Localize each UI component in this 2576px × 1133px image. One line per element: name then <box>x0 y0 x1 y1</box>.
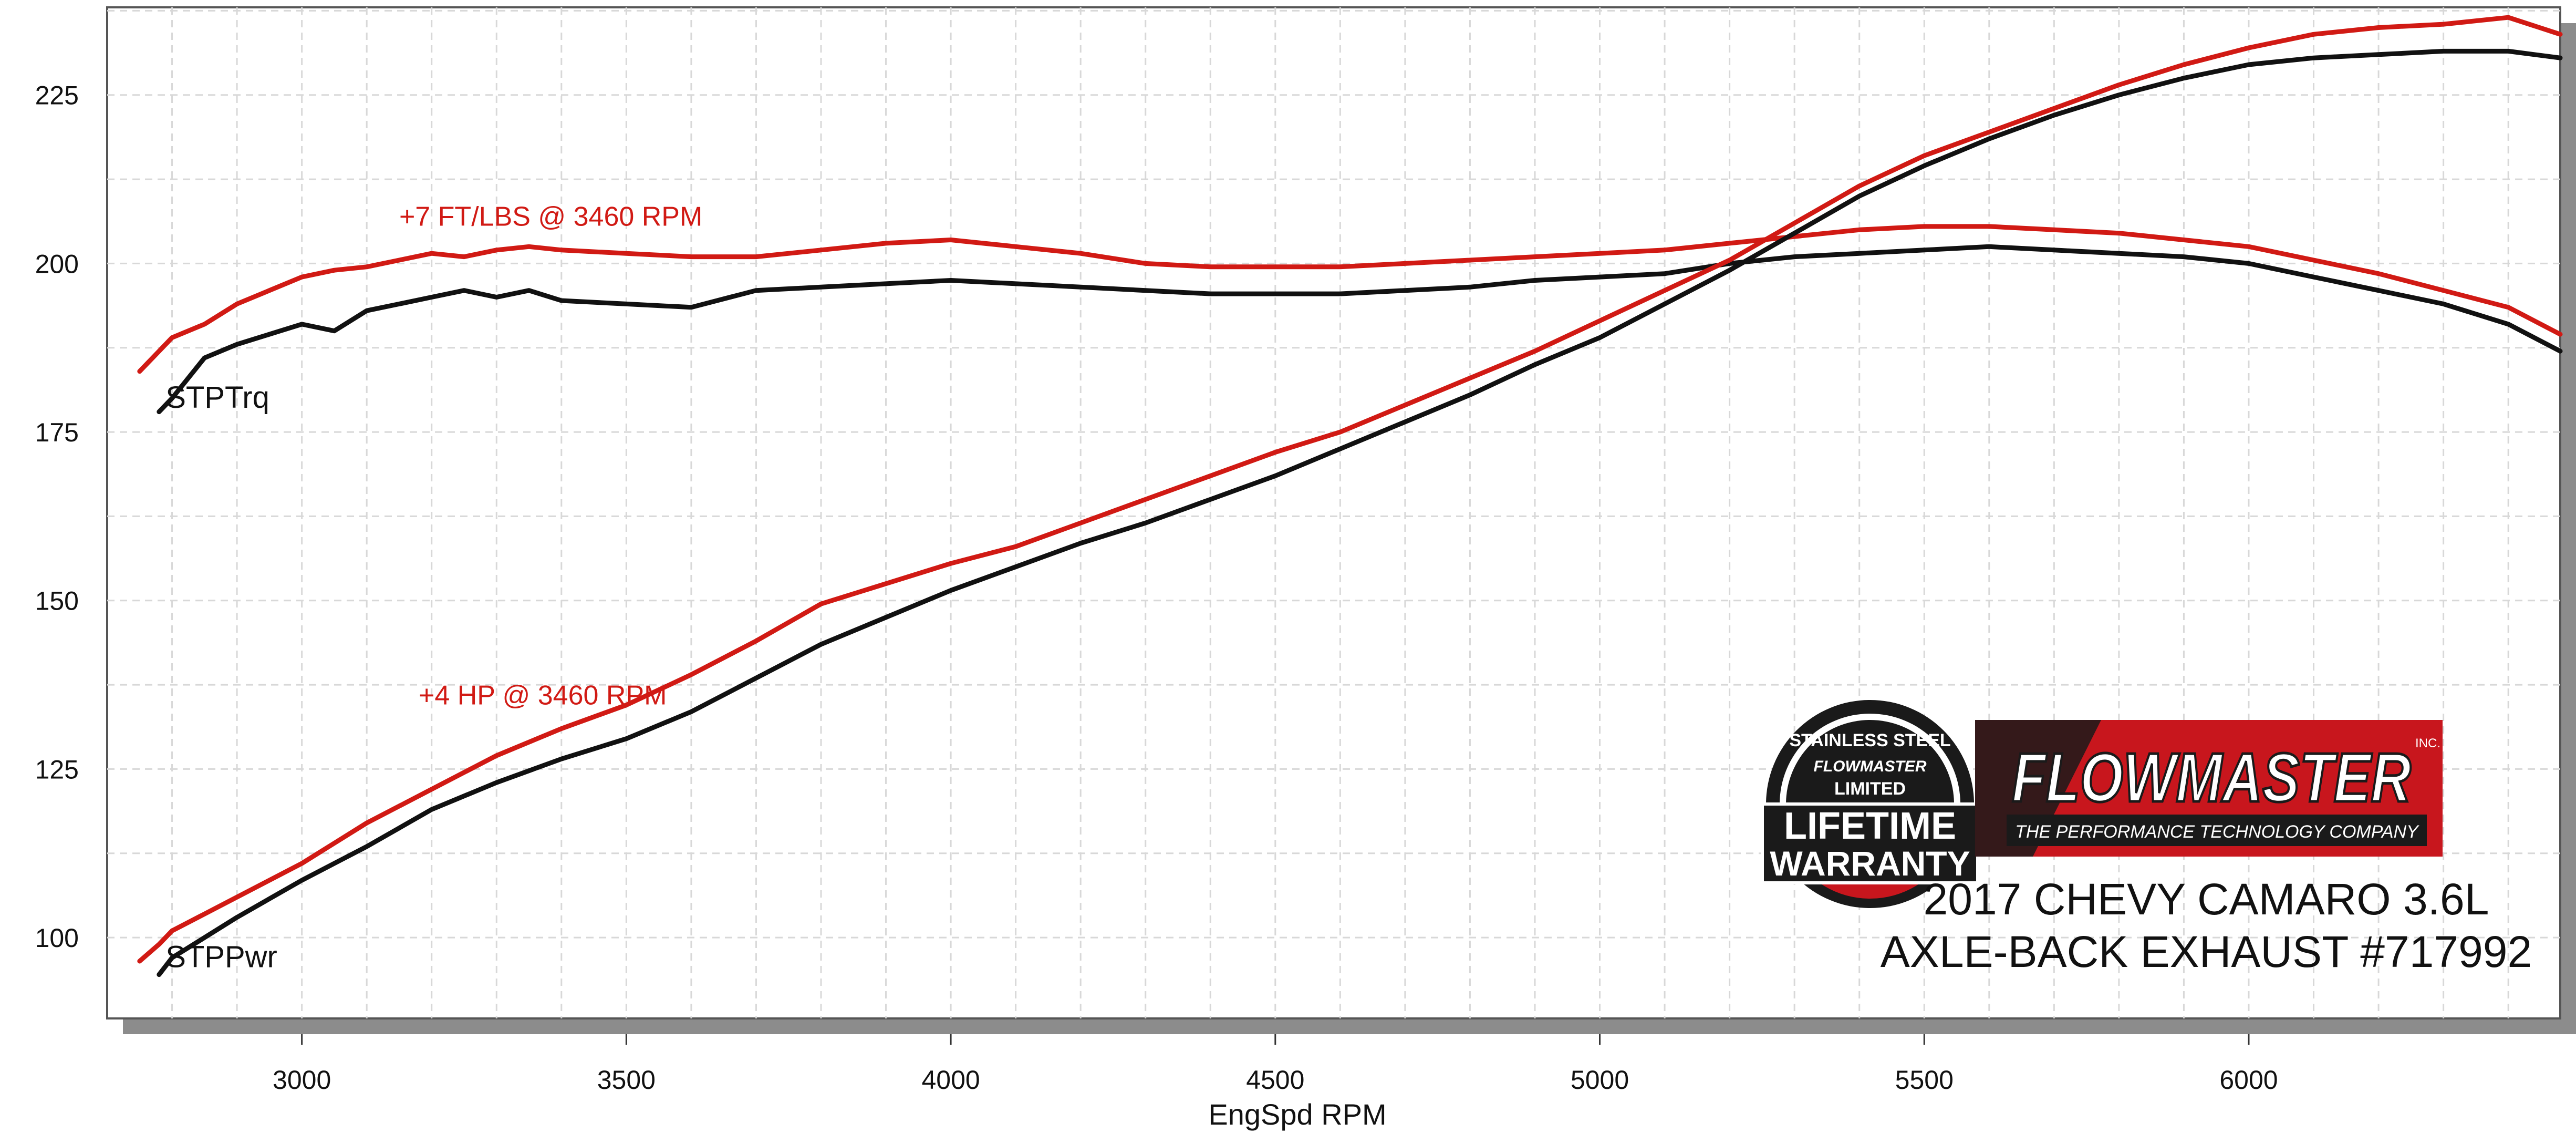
x-tick-label: 5000 <box>1571 1065 1629 1095</box>
x-tick-label: 5500 <box>1895 1065 1954 1095</box>
badge-line3: WARRANTY <box>1770 844 1970 883</box>
badge-line1: LIMITED <box>1834 779 1906 799</box>
annotations: +7 FT/LBS @ 3460 RPM +4 HP @ 3460 RPM <box>399 202 702 711</box>
logo-tagline: THE PERFORMANCE TECHNOLOGY COMPANY <box>2015 822 2419 842</box>
y-tick-label: 125 <box>35 755 79 784</box>
annotation: +7 FT/LBS @ 3460 RPM <box>399 202 702 232</box>
caption-line-2: AXLE-BACK EXHAUST #717992 <box>1881 927 2532 976</box>
y-tick-label: 225 <box>35 81 79 110</box>
series-line-3 <box>157 48 2563 977</box>
y-tick-label: 150 <box>35 586 79 616</box>
x-tick-label: 3000 <box>273 1065 331 1095</box>
warranty-badge: STAINLESS STEEL FLOWMASTER LIMITED LIFET… <box>1761 700 1979 908</box>
series-lines <box>137 15 2563 977</box>
x-tick-label: 6000 <box>2219 1065 2278 1095</box>
caption-line-1: 2017 CHEVY CAMARO 3.6L <box>1924 874 2489 924</box>
x-tick-label: 4000 <box>921 1065 980 1095</box>
x-axis-ticks: 3000 3500 4000 4500 5000 5500 6000 <box>273 1034 2278 1095</box>
x-tick-label: 3500 <box>597 1065 656 1095</box>
series-line-4 <box>137 15 2563 964</box>
series-label: STPTrq <box>165 380 269 415</box>
badge-line2: LIFETIME <box>1784 805 1956 847</box>
y-tick-label: 175 <box>35 418 79 447</box>
annotation: +4 HP @ 3460 RPM <box>419 680 667 710</box>
y-tick-label: 200 <box>35 249 79 279</box>
series-labels: STPTrq STPPwr <box>165 380 277 974</box>
x-tick-label: 4500 <box>1246 1065 1304 1095</box>
flowmaster-logo: FLOWMASTER INC. THE PERFORMANCE TECHNOLO… <box>1975 720 2443 857</box>
logo-wordmark: FLOWMASTER <box>2012 739 2411 816</box>
x-axis-label: EngSpd RPM <box>1208 1098 1386 1131</box>
badge-brand: FLOWMASTER <box>1814 758 1927 775</box>
series-label: STPPwr <box>165 940 277 974</box>
plot-area <box>106 6 2561 1019</box>
logo-inc: INC. <box>2415 736 2440 750</box>
series-line-1 <box>157 244 2563 415</box>
y-tick-label: 100 <box>35 923 79 953</box>
series-line-2 <box>137 224 2563 374</box>
grid <box>107 7 2560 1018</box>
y-axis-ticks: 100 125 150 175 200 225 <box>35 81 79 953</box>
badge-top-text: STAINLESS STEEL <box>1789 730 1950 750</box>
